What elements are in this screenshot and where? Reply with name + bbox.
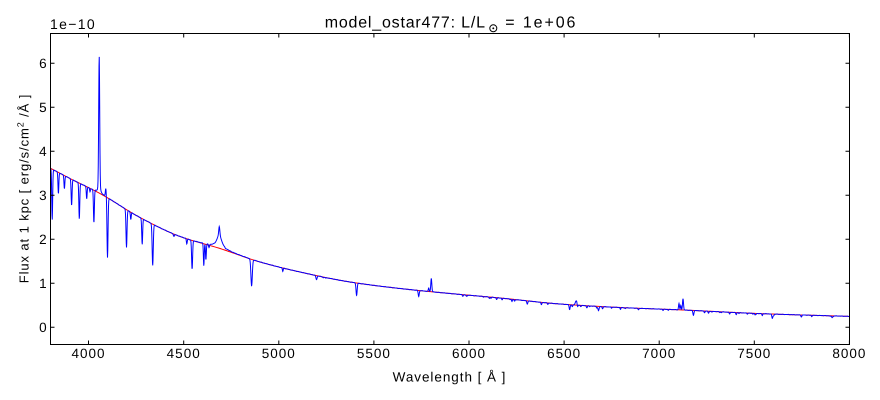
svg-text:Wavelength [ Å ]: Wavelength [ Å ] [393,370,507,385]
svg-text:1e−10: 1e−10 [50,16,96,32]
svg-text:6500: 6500 [547,346,581,361]
svg-text:6000: 6000 [452,346,486,361]
svg-text:2: 2 [39,232,47,247]
svg-text:6: 6 [39,56,47,71]
svg-text:8000: 8000 [832,346,866,361]
svg-text:7500: 7500 [737,346,771,361]
svg-text:7000: 7000 [642,346,676,361]
svg-text:5500: 5500 [357,346,391,361]
svg-text:1: 1 [39,276,47,291]
svg-text:model_ostar477: L/L: model_ostar477: L/L [325,15,486,32]
svg-text:4500: 4500 [167,346,201,361]
svg-text:Flux at 1 kpc [ erg/s/cm2 /Å ]: Flux at 1 kpc [ erg/s/cm2 /Å ] [15,94,31,284]
svg-text:0: 0 [39,320,47,335]
svg-text:3: 3 [39,188,47,203]
svg-text:5: 5 [39,100,47,115]
svg-text:4: 4 [39,144,47,159]
svg-text:4000: 4000 [71,346,105,361]
svg-text:5000: 5000 [262,346,296,361]
svg-text:= 1e+06: = 1e+06 [505,15,577,32]
